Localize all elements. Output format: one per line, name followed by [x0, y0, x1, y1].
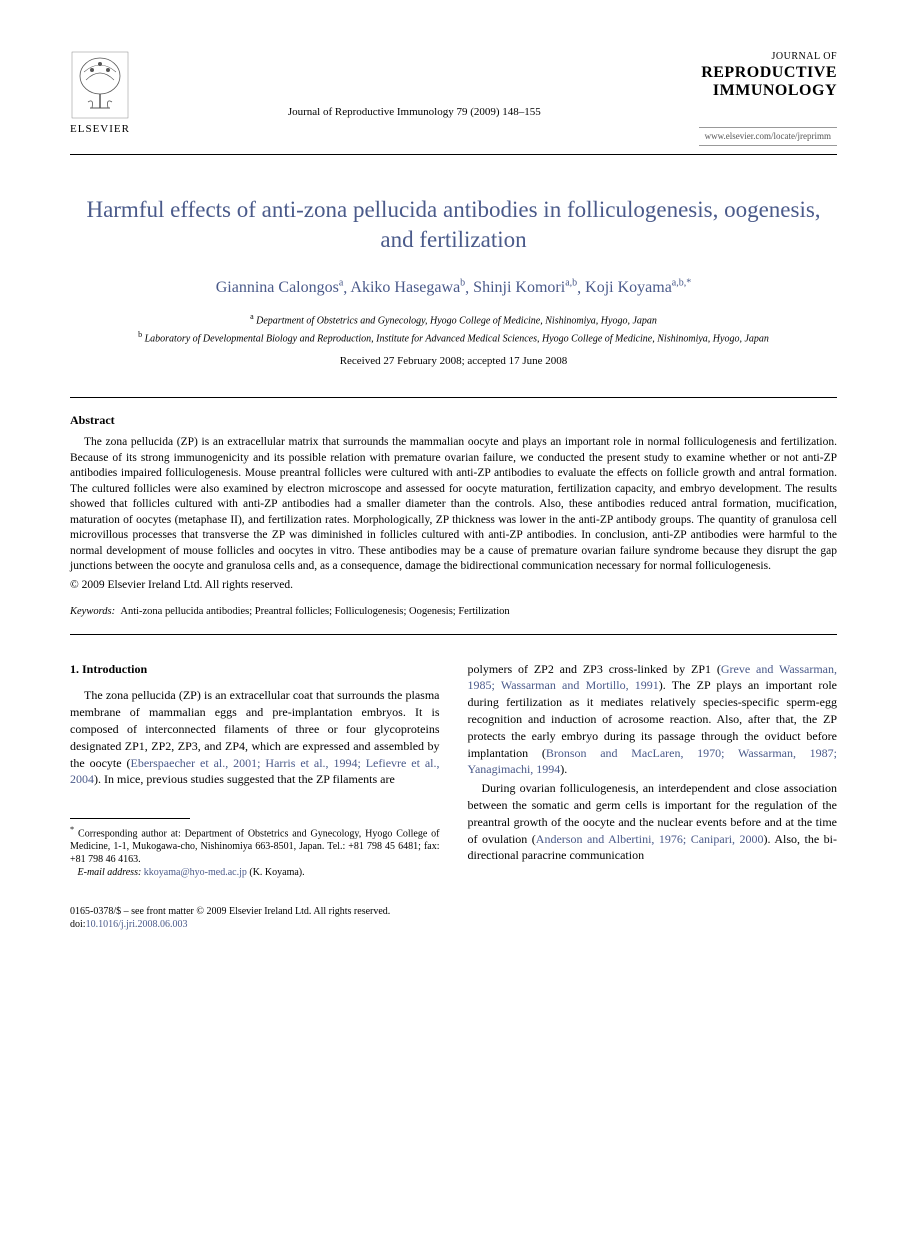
footnote-separator [70, 818, 190, 819]
footer-doi: doi:10.1016/j.jri.2008.06.003 [70, 918, 837, 931]
section-1-heading: 1. Introduction [70, 661, 440, 678]
article-title: Harmful effects of anti-zona pellucida a… [70, 195, 837, 255]
email-person: (K. Koyama). [249, 867, 304, 878]
journal-title-block: JOURNAL OF REPRODUCTIVE IMMUNOLOGY www.e… [699, 50, 837, 146]
author-affil-sup: a [339, 278, 343, 289]
body-text: ). [560, 762, 567, 776]
intro-para-1-cont: polymers of ZP2 and ZP3 cross-linked by … [468, 661, 838, 779]
author-1: Giannina Calongosa [216, 279, 344, 296]
abstract-copyright: © 2009 Elsevier Ireland Ltd. All rights … [70, 577, 837, 593]
footnote-marker: * [70, 825, 74, 834]
affiliation-b: b Laboratory of Developmental Biology an… [70, 329, 837, 346]
author-name: Shinji Komori [473, 279, 565, 296]
author-3: Shinji Komoria,b [473, 279, 577, 296]
journal-name-prefix: JOURNAL OF [772, 50, 837, 64]
affiliation-a: a Department of Obstetrics and Gynecolog… [70, 311, 837, 328]
keywords-block: Keywords: Anti-zona pellucida antibodies… [70, 605, 837, 620]
intro-para-2: During ovarian folliculogenesis, an inte… [468, 780, 838, 864]
footnote-text: Corresponding author at: Department of O… [70, 828, 440, 865]
elsevier-tree-logo [70, 50, 130, 120]
email-label: E-mail address: [78, 867, 142, 878]
author-name: Koji Koyama [585, 279, 672, 296]
author-list: Giannina Calongosa, Akiko Hasegawab, Shi… [70, 277, 837, 300]
author-affil-sup: b [460, 278, 465, 289]
affiliation-text: Department of Obstetrics and Gynecology,… [256, 316, 657, 327]
intro-para-1: The zona pellucida (ZP) is an extracellu… [70, 687, 440, 788]
page-footer: 0165-0378/$ – see front matter © 2009 El… [70, 905, 837, 931]
page-header: ELSEVIER Journal of Reproductive Immunol… [70, 50, 837, 155]
publisher-block: ELSEVIER [70, 50, 130, 137]
divider [70, 634, 837, 635]
affiliations: a Department of Obstetrics and Gynecolog… [70, 311, 837, 346]
doi-label: doi: [70, 919, 86, 930]
keywords-label: Keywords: [70, 606, 115, 617]
body-text: polymers of ZP2 and ZP3 cross-linked by … [468, 662, 721, 676]
citation-link[interactable]: Anderson and Albertini, 1976; Canipari, … [536, 832, 764, 846]
email-link[interactable]: kkoyama@hyo-med.ac.jp [144, 867, 247, 878]
author-4: Koji Koyamaa,b,* [585, 279, 691, 296]
author-name: Giannina Calongos [216, 279, 339, 296]
corresponding-author-footnote: * Corresponding author at: Department of… [70, 825, 440, 866]
column-right: polymers of ZP2 and ZP3 cross-linked by … [468, 661, 838, 880]
footer-copyright: 0165-0378/$ – see front matter © 2009 El… [70, 905, 837, 918]
journal-citation: Journal of Reproductive Immunology 79 (2… [130, 50, 699, 120]
author-name: Akiko Hasegawa [350, 279, 460, 296]
affiliation-text: Laboratory of Developmental Biology and … [145, 333, 769, 344]
body-columns: 1. Introduction The zona pellucida (ZP) … [70, 661, 837, 880]
abstract-heading: Abstract [70, 412, 837, 429]
article-dates: Received 27 February 2008; accepted 17 J… [70, 354, 837, 369]
journal-name-line1: REPRODUCTIVE [701, 64, 837, 82]
journal-name-line2: IMMUNOLOGY [713, 82, 837, 100]
divider [70, 397, 837, 398]
author-affil-sup: a,b [565, 278, 577, 289]
email-footnote: E-mail address: kkoyama@hyo-med.ac.jp (K… [70, 866, 440, 879]
author-affil-sup: a,b,* [672, 278, 691, 289]
journal-url: www.elsevier.com/locate/jreprimm [699, 127, 837, 146]
publisher-name: ELSEVIER [70, 122, 130, 137]
keywords-list: Anti-zona pellucida antibodies; Preantra… [120, 606, 509, 617]
author-2: Akiko Hasegawab [350, 279, 465, 296]
body-text: ). In mice, previous studies suggested t… [94, 772, 395, 786]
abstract-text: The zona pellucida (ZP) is an extracellu… [70, 435, 837, 575]
column-left: 1. Introduction The zona pellucida (ZP) … [70, 661, 440, 880]
doi-link[interactable]: 10.1016/j.jri.2008.06.003 [86, 919, 188, 930]
